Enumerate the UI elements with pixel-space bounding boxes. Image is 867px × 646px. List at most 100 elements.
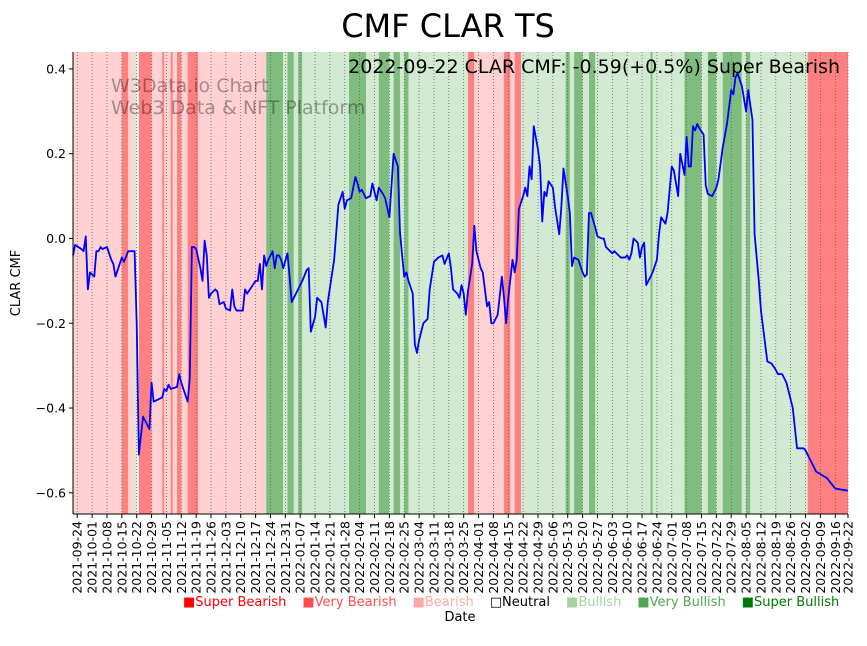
x-tick-label: 2022-05-20 [575,521,590,594]
watermark-line-1: W3Data.io Chart [111,75,268,97]
x-tick-label: 2022-04-29 [531,521,546,594]
x-tick-label: 2022-09-16 [828,521,843,594]
y-tick-label: 0.0 [46,231,66,246]
x-tick-label: 2021-11-12 [174,521,189,594]
latest-value-annotation: 2022-09-22 CLAR CMF: -0.59(+0.5%) Super … [348,56,840,78]
band-very-bullish [746,52,751,514]
x-tick-label: 2022-04-15 [501,521,516,594]
band-very-bearish [121,52,129,514]
x-tick-label: 2022-03-04 [412,521,427,594]
chart-title: CMF CLAR TS [341,7,555,45]
band-bullish [302,52,350,514]
x-tick-label: 2022-07-29 [724,521,739,594]
y-tick-label: 0.2 [46,146,66,161]
legend-marker: ■ [183,595,195,610]
band-bullish [716,52,723,514]
y-tick-label: −0.2 [36,316,66,331]
band-bullish [389,52,394,514]
legend-marker: ■ [637,595,649,610]
band-bearish [181,52,188,514]
band-very-bullish [404,52,409,514]
band-very-bullish [650,52,653,514]
legend-item: ■Bearish [413,595,474,610]
band-bearish [151,52,163,514]
x-tick-label: 2022-07-15 [694,521,709,594]
band-very-bearish [177,52,182,514]
x-tick-label: 2022-09-02 [798,521,813,594]
x-tick-label: 2022-01-07 [293,521,308,594]
x-tick-label: 2021-11-26 [204,521,219,594]
x-tick-label: 2021-10-22 [129,521,144,594]
x-tick-label: 2022-04-22 [516,521,531,594]
watermark-line-2: Web3 Data & NFT Platform [111,97,365,119]
band-bullish [652,52,685,514]
x-tick-label: 2022-06-24 [649,521,664,594]
x-tick-label: 2022-03-25 [456,521,471,594]
legend-item: ■Very Bearish [302,595,396,610]
x-tick-label: 2022-07-01 [664,521,679,594]
y-axis-ticks: −0.6 −0.4 −0.2 0.0 0.2 0.4 [36,61,73,500]
x-tick-label: 2022-03-11 [426,521,441,594]
x-tick-label: 2022-04-08 [486,521,501,594]
x-tick-label: 2022-06-10 [620,521,635,594]
band-bullish [569,52,575,514]
band-very-bearish [514,52,522,514]
legend-label: Very Bullish [650,595,726,610]
legend-label: Bullish [578,595,621,610]
cmf-line [72,72,849,492]
y-tick-label: 0.4 [46,61,66,76]
x-tick-label: 2021-10-29 [144,521,159,594]
band-very-bullish [707,52,717,514]
band-bearish [474,52,505,514]
band-very-bearish [162,52,165,514]
x-tick-label: 2022-05-13 [560,521,575,594]
legend-marker: ■ [566,595,578,610]
band-very-bearish [807,52,848,514]
x-tick-label: 2022-02-11 [367,521,382,594]
x-tick-label: 2022-02-18 [382,521,397,594]
band-very-bullish [574,52,583,514]
legend-item: ■Very Bullish [637,595,725,610]
legend-marker: ■ [742,595,754,610]
x-tick-label: 2022-07-08 [679,521,694,594]
cmf-series [72,72,849,492]
x-gridlines [76,52,849,514]
band-very-bearish [187,52,199,514]
legend-item: ■Super Bearish [183,595,286,610]
band-very-bullish [393,52,400,514]
x-tick-label: 2022-05-06 [545,521,560,594]
band-very-bullish [378,52,390,514]
band-bullish [293,52,299,514]
legend-label: Bearish [425,595,474,610]
band-bullish [701,52,708,514]
band-very-bearish [170,52,173,514]
band-very-bullish [266,52,284,514]
sentiment-bands [73,52,848,514]
band-neutral [136,52,139,514]
x-tick-label: 2022-01-28 [337,521,352,594]
y-axis-label: CLAR CMF [9,250,24,316]
x-tick-label: 2022-08-05 [739,521,754,594]
x-tick-label: 2022-02-25 [397,521,412,594]
x-tick-label: 2022-01-21 [322,521,337,594]
band-bearish [510,52,515,514]
band-very-bearish [504,52,511,514]
band-very-bullish [684,52,702,514]
x-tick-label: 2022-02-04 [352,521,367,594]
x-tick-label: 2021-12-31 [278,521,293,594]
band-bearish [128,52,135,514]
band-very-bearish [467,52,475,514]
x-tick-label: 2022-05-27 [590,521,605,594]
x-tick-label: 2022-04-01 [471,521,486,594]
x-tick-label: 2022-08-26 [783,521,798,594]
x-tick-label: 2022-01-14 [308,521,323,594]
legend-label: Super Bearish [195,595,286,610]
band-very-bullish [349,52,367,514]
band-bullish [399,52,405,514]
legend-marker: ■ [302,595,314,610]
legend-label: Very Bearish [315,595,397,610]
legend-item: □Neutral [490,595,550,610]
band-very-bullish [722,52,742,514]
x-tick-label: 2021-10-01 [85,521,100,594]
x-tick-label: 2022-08-12 [753,521,768,594]
